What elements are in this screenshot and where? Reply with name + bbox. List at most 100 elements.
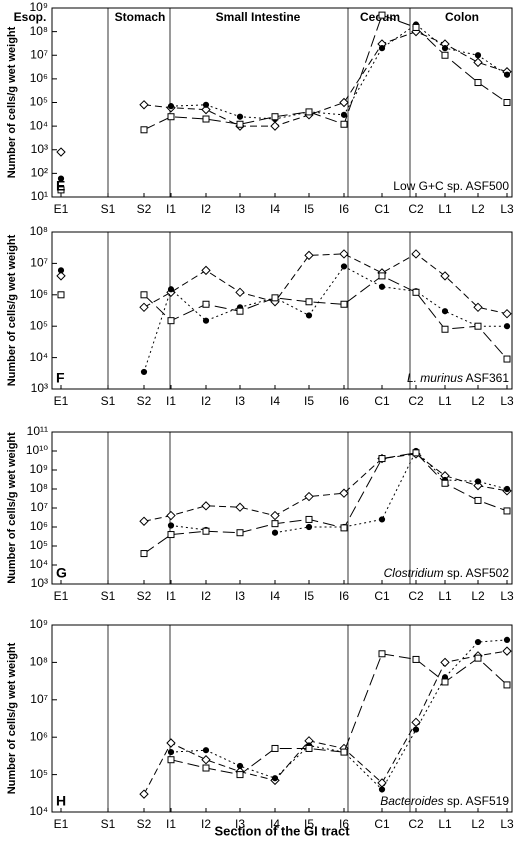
y-tick-label: 10⁸ xyxy=(30,655,48,669)
x-tick-label: I2 xyxy=(201,589,211,603)
y-tick-label: 10⁴ xyxy=(29,804,48,818)
x-tick-label: C2 xyxy=(408,817,424,831)
marker-circle xyxy=(474,52,482,59)
marker-square xyxy=(412,23,420,31)
marker-square xyxy=(57,291,65,299)
series-line xyxy=(170,653,508,776)
plot-frame xyxy=(51,7,513,198)
marker-circle xyxy=(305,312,313,319)
x-tick-label: S2 xyxy=(137,589,152,603)
x-tick-label: I6 xyxy=(339,202,349,216)
x-tick-label: L1 xyxy=(438,817,452,831)
x-tick-label: L3 xyxy=(500,589,514,603)
marker-square xyxy=(271,520,279,528)
x-tick-label: S1 xyxy=(101,202,116,216)
marker-diamond xyxy=(411,717,421,728)
marker-square xyxy=(271,113,279,121)
series-line xyxy=(170,450,508,534)
marker-square xyxy=(412,449,420,457)
x-tick-label: I4 xyxy=(270,589,280,603)
x-tick-label: I4 xyxy=(270,202,280,216)
x-tick-label: I2 xyxy=(201,394,211,408)
x-tick-label: S1 xyxy=(101,817,116,831)
marker-square xyxy=(305,515,313,523)
marker-square xyxy=(441,325,449,333)
x-tick-label: S2 xyxy=(137,394,152,408)
marker-square xyxy=(202,764,210,772)
marker-circle xyxy=(378,45,386,52)
species-label-part: Bacteroides xyxy=(380,794,443,808)
marker-square xyxy=(236,307,244,315)
marker-square xyxy=(140,291,148,299)
marker-square xyxy=(167,113,175,121)
marker-square xyxy=(474,322,482,330)
plot-frame xyxy=(51,431,513,585)
marker-circle xyxy=(474,638,482,646)
y-axis-label: Number of cells/g wet weight xyxy=(6,26,18,178)
x-tick-label: I1 xyxy=(166,202,176,216)
x-tick-label: I3 xyxy=(235,589,245,603)
marker-square xyxy=(271,294,279,302)
marker-diamond xyxy=(139,516,149,526)
x-tick-label: E1 xyxy=(54,589,69,603)
series-line xyxy=(170,639,508,791)
marker-square xyxy=(167,531,175,539)
x-tick-label: I3 xyxy=(235,202,245,216)
marker-circle xyxy=(271,775,279,782)
region-label: Esop. xyxy=(14,10,47,24)
marker-square xyxy=(503,681,511,689)
species-label-part: sp. ASF519 xyxy=(444,794,510,808)
species-label: Low G+C sp. ASF500 xyxy=(393,179,509,193)
marker-circle xyxy=(503,323,511,330)
marker-circle xyxy=(474,478,482,485)
marker-square xyxy=(236,771,244,779)
marker-circle xyxy=(236,762,244,770)
marker-diamond xyxy=(201,501,211,511)
marker-square xyxy=(503,99,511,106)
x-tick-label: I6 xyxy=(339,817,349,831)
marker-square xyxy=(474,496,482,504)
x-tick-label: S2 xyxy=(137,817,152,831)
marker-diamond xyxy=(339,488,349,498)
x-tick-label: I5 xyxy=(304,202,314,216)
y-tick-label: 10⁵ xyxy=(30,95,48,109)
y-tick-label: 10³ xyxy=(31,381,48,395)
y-tick-label: 10² xyxy=(31,166,48,180)
x-tick-label: E1 xyxy=(54,202,69,216)
marker-diamond xyxy=(502,308,512,319)
marker-circle xyxy=(57,175,65,182)
marker-square xyxy=(202,115,210,123)
marker-diamond xyxy=(166,510,176,521)
plot-frame xyxy=(51,231,513,390)
y-tick-label: 10⁶ xyxy=(30,729,48,743)
marker-diamond xyxy=(411,249,421,259)
x-tick-label: L3 xyxy=(500,394,514,408)
species-label-part: ASF361 xyxy=(463,371,509,385)
y-tick-label: 10⁷ xyxy=(30,47,48,61)
marker-diamond xyxy=(304,491,314,502)
y-tick-label: 10⁸ xyxy=(30,24,48,38)
marker-square xyxy=(202,300,210,308)
marker-diamond xyxy=(235,502,245,512)
y-axis-label: Number of cells/g wet weight xyxy=(6,642,18,794)
species-label-part: L. murinus xyxy=(407,371,463,385)
x-tick-label: L1 xyxy=(438,589,452,603)
marker-diamond xyxy=(139,100,149,110)
series-line xyxy=(143,14,508,131)
species-label-part: Clostridium xyxy=(384,566,444,580)
marker-diamond xyxy=(502,646,512,656)
y-tick-label: 10³ xyxy=(31,576,48,590)
x-tick-label: I1 xyxy=(166,394,176,408)
y-tick-label: 10³ xyxy=(31,142,48,156)
y-tick-label: 10⁹ xyxy=(30,617,49,631)
marker-circle xyxy=(271,529,279,536)
marker-diamond xyxy=(201,104,211,115)
series-line xyxy=(143,31,508,127)
marker-circle xyxy=(202,101,210,108)
x-tick-label: I1 xyxy=(166,589,176,603)
marker-square xyxy=(474,79,482,87)
y-tick-label: 10⁶ xyxy=(30,519,48,533)
marker-diamond xyxy=(235,287,245,298)
marker-square xyxy=(305,298,313,306)
